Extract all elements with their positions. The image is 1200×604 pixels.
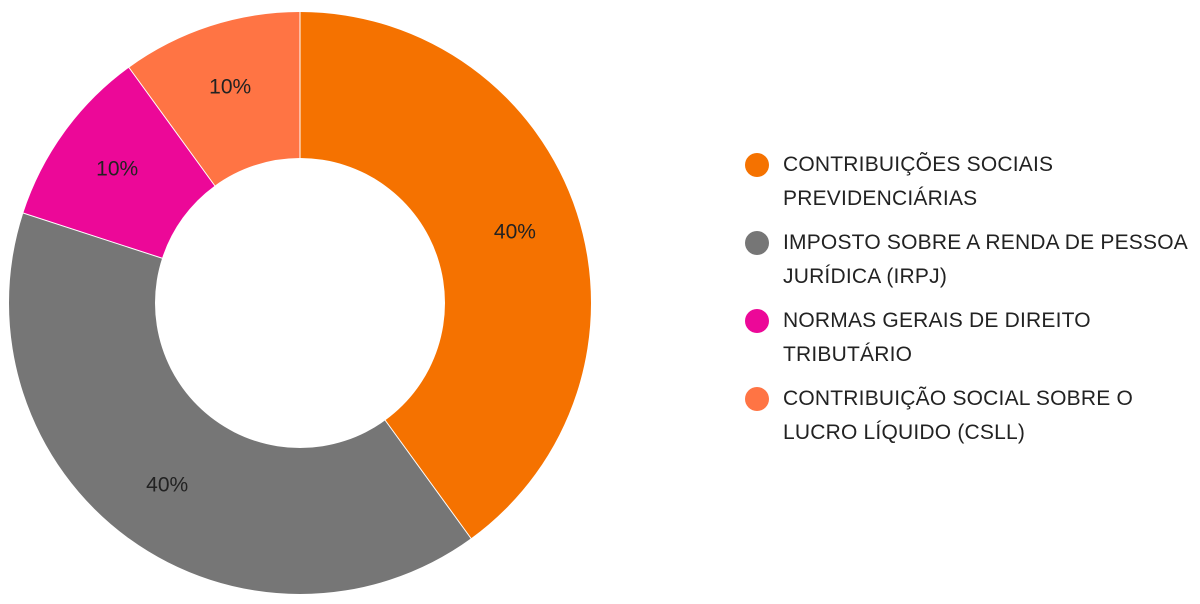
slice-3	[23, 67, 215, 259]
slice-separator	[127, 66, 216, 187]
legend-item-4: CONTRIBUIÇÃO SOCIAL SOBRE O LUCRO LÍQUID…	[745, 382, 1195, 450]
slice-label-4: 10%	[209, 76, 251, 99]
slice-label-1: 40%	[494, 221, 536, 244]
donut-svg: 40% 40% 10% 10%	[8, 11, 591, 595]
legend: CONTRIBUIÇÕES SOCIAIS PREVIDENCIÁRIAS IMP…	[745, 148, 1195, 460]
legend-item-3: NORMAS GERAIS DE DIREITO TRIBUTÁRIO	[745, 304, 1195, 372]
slice-label-3: 10%	[96, 158, 138, 181]
legend-item-1: CONTRIBUIÇÕES SOCIAIS PREVIDENCIÁRIAS	[745, 148, 1195, 216]
slice-2	[8, 213, 472, 595]
slice-label-2: 40%	[146, 473, 188, 496]
slice-separator	[384, 419, 473, 540]
slice-separator	[22, 212, 164, 259]
legend-item-2: IMPOSTO SOBRE A RENDA DE PESSOA JURÍDICA…	[745, 226, 1195, 294]
slice-4	[128, 12, 300, 186]
slice-1	[300, 12, 591, 539]
legend-label-2: IMPOSTO SOBRE A RENDA DE PESSOA JURÍDICA…	[783, 231, 1187, 288]
legend-label-4: CONTRIBUIÇÃO SOCIAL SOBRE O LUCRO LÍQUID…	[783, 387, 1134, 444]
legend-swatch-1	[745, 153, 769, 177]
legend-label-3: NORMAS GERAIS DE DIREITO TRIBUTÁRIO	[783, 309, 1091, 366]
legend-swatch-3	[745, 309, 769, 333]
legend-label-1: CONTRIBUIÇÕES SOCIAIS PREVIDENCIÁRIAS	[783, 153, 1054, 210]
legend-swatch-2	[745, 231, 769, 255]
legend-swatch-4	[745, 387, 769, 411]
